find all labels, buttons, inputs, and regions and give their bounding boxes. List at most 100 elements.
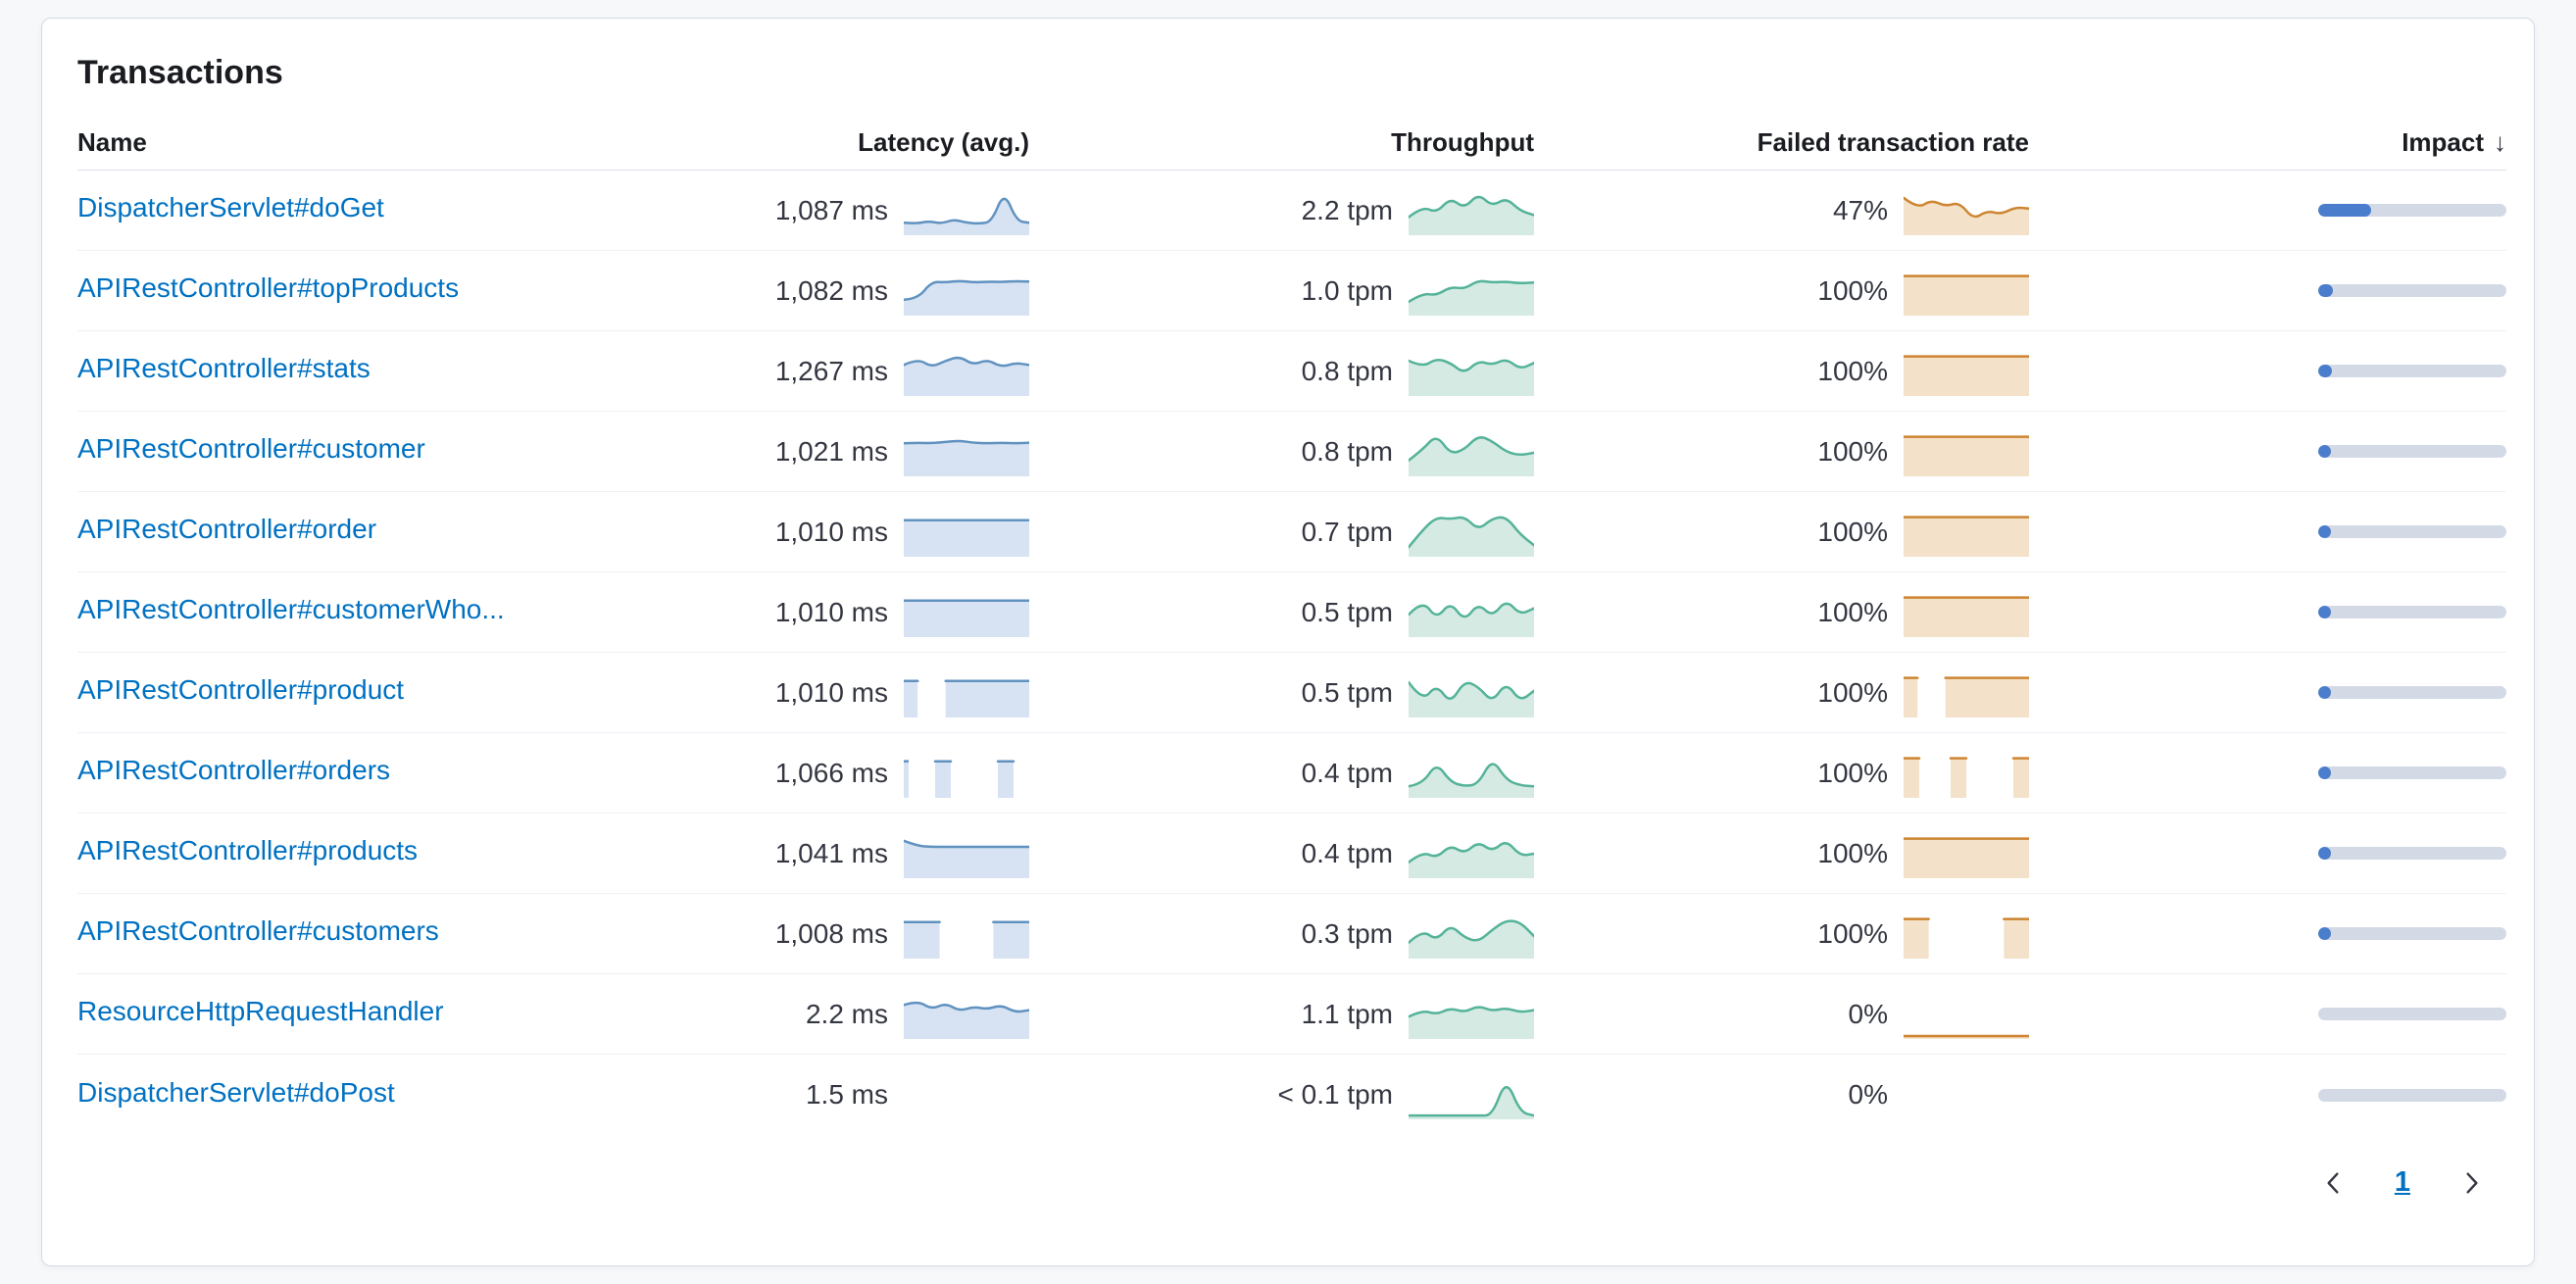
impact-bar <box>2318 927 2506 940</box>
impact-bar <box>2318 1008 2506 1020</box>
throughput-value: 2.2 tpm <box>1301 194 1393 225</box>
impact-bar <box>2318 1088 2506 1102</box>
transactions-table: DispatcherServlet#doGet 1,087 ms 2.2 tpm… <box>77 171 2506 1135</box>
failed-rate-sparkline <box>1904 675 2029 717</box>
transactions-panel: Transactions Name Latency (avg.) Through… <box>41 18 2535 1266</box>
impact-bar <box>2318 525 2506 538</box>
latency-sparkline <box>904 1001 1029 1039</box>
transaction-link[interactable]: APIRestController#customerWho... <box>77 594 505 624</box>
latency-value: 1,010 ms <box>774 516 888 547</box>
throughput-sparkline <box>1409 602 1534 637</box>
throughput-sparkline <box>1409 358 1534 396</box>
transaction-link[interactable]: APIRestController#order <box>77 514 377 544</box>
throughput-sparkline <box>1409 516 1534 557</box>
failed-rate-sparkline <box>1904 1070 2029 1119</box>
transaction-link[interactable]: APIRestController#orders <box>77 755 391 785</box>
column-header-throughput[interactable]: Throughput <box>1391 127 1534 157</box>
failed-rate-value: 100% <box>1817 917 1888 949</box>
transaction-link[interactable]: DispatcherServlet#doGet <box>77 192 384 222</box>
throughput-value: 0.7 tpm <box>1301 516 1393 547</box>
failed-rate-value: 100% <box>1817 676 1888 708</box>
latency-value: 1,082 ms <box>774 274 888 306</box>
next-page-button[interactable] <box>2455 1167 2487 1199</box>
impact-bar-fill <box>2318 686 2331 699</box>
latency-value: 1,021 ms <box>774 435 888 467</box>
impact-bar-fill <box>2318 204 2371 217</box>
table-row: APIRestController#order 1,010 ms 0.7 tpm… <box>77 492 2506 572</box>
latency-value: 2.2 ms <box>805 998 888 1029</box>
latency-value: 1,066 ms <box>774 757 888 788</box>
failed-rate-sparkline <box>1904 196 2029 235</box>
prev-page-button[interactable] <box>2318 1167 2350 1199</box>
throughput-value: 0.5 tpm <box>1301 676 1393 708</box>
failed-rate-value: 100% <box>1817 274 1888 306</box>
latency-sparkline <box>904 759 1016 798</box>
failed-rate-value: 0% <box>1848 998 1888 1029</box>
panel-title: Transactions <box>77 54 283 91</box>
impact-bar-fill <box>2318 847 2331 860</box>
latency-sparkline <box>904 1070 1029 1119</box>
transaction-link[interactable]: APIRestController#customers <box>77 915 439 946</box>
latency-sparkline <box>904 518 1029 557</box>
table-row: APIRestController#stats 1,267 ms 0.8 tpm… <box>77 331 2506 412</box>
table-row: DispatcherServlet#doGet 1,087 ms 2.2 tpm… <box>77 171 2506 251</box>
throughput-sparkline <box>1409 841 1534 878</box>
failed-rate-value: 100% <box>1817 516 1888 547</box>
transaction-link[interactable]: APIRestController#products <box>77 835 419 865</box>
transaction-link[interactable]: APIRestController#topProducts <box>77 272 460 303</box>
latency-sparkline <box>904 439 1029 476</box>
throughput-value: 0.8 tpm <box>1301 435 1393 467</box>
impact-bar-fill <box>2318 525 2331 538</box>
latency-sparkline <box>904 919 1029 959</box>
column-header-name[interactable]: Name <box>77 127 147 157</box>
latency-sparkline <box>904 839 1029 878</box>
impact-bar <box>2318 766 2506 779</box>
failed-rate-value: 0% <box>1848 1079 1888 1110</box>
throughput-sparkline <box>1409 279 1534 316</box>
failed-rate-sparkline <box>1904 515 2029 557</box>
throughput-sparkline <box>1409 762 1534 798</box>
impact-bar <box>2318 606 2506 618</box>
chevron-right-icon <box>2466 1171 2478 1194</box>
latency-sparkline <box>904 356 1029 396</box>
table-row: APIRestController#topProducts 1,082 ms 1… <box>77 251 2506 331</box>
table-row: APIRestController#product 1,010 ms 0.5 t… <box>77 653 2506 733</box>
failed-rate-value: 100% <box>1817 757 1888 788</box>
impact-bar <box>2318 847 2506 860</box>
failed-rate-sparkline <box>1904 1034 2029 1039</box>
page-number-current[interactable]: 1 <box>2394 1166 2410 1198</box>
transaction-link[interactable]: APIRestController#product <box>77 674 405 705</box>
transaction-link[interactable]: ResourceHttpRequestHandler <box>77 996 444 1026</box>
throughput-value: < 0.1 tpm <box>1277 1079 1393 1110</box>
latency-value: 1,041 ms <box>774 837 888 868</box>
table-row: ResourceHttpRequestHandler 2.2 ms 1.1 tp… <box>77 974 2506 1055</box>
failed-rate-value: 100% <box>1817 596 1888 627</box>
impact-bar-fill <box>2318 606 2331 618</box>
throughput-value: 0.8 tpm <box>1301 355 1393 386</box>
impact-bar-fill <box>2318 284 2334 297</box>
table-row: APIRestController#orders 1,066 ms 0.4 tp… <box>77 733 2506 814</box>
latency-value: 1,267 ms <box>774 355 888 386</box>
table-row: APIRestController#customerWho... 1,010 m… <box>77 572 2506 653</box>
transaction-link[interactable]: APIRestController#customer <box>77 433 425 464</box>
impact-bar-fill <box>2318 365 2333 377</box>
column-header-failed-rate[interactable]: Failed transaction rate <box>1757 127 2029 157</box>
throughput-value: 0.3 tpm <box>1301 917 1393 949</box>
column-header-impact-label: Impact <box>2402 127 2484 157</box>
impact-bar <box>2318 365 2506 377</box>
latency-value: 1,087 ms <box>774 194 888 225</box>
failed-rate-sparkline <box>1904 916 2029 959</box>
transaction-link[interactable]: DispatcherServlet#doPost <box>77 1076 395 1108</box>
throughput-value: 0.5 tpm <box>1301 596 1393 627</box>
throughput-sparkline <box>1409 680 1534 717</box>
sort-descending-icon: ↓ <box>2494 127 2506 157</box>
impact-bar-fill <box>2318 445 2332 458</box>
column-header-latency[interactable]: Latency (avg.) <box>858 127 1029 157</box>
column-header-impact[interactable]: Impact ↓ <box>2029 127 2506 158</box>
latency-value: 1,008 ms <box>774 917 888 949</box>
transaction-link[interactable]: APIRestController#stats <box>77 353 371 383</box>
throughput-value: 0.4 tpm <box>1301 837 1393 868</box>
throughput-sparkline <box>1409 195 1534 235</box>
table-row: APIRestController#products 1,041 ms 0.4 … <box>77 814 2506 894</box>
pagination: 1 <box>77 1166 2506 1199</box>
